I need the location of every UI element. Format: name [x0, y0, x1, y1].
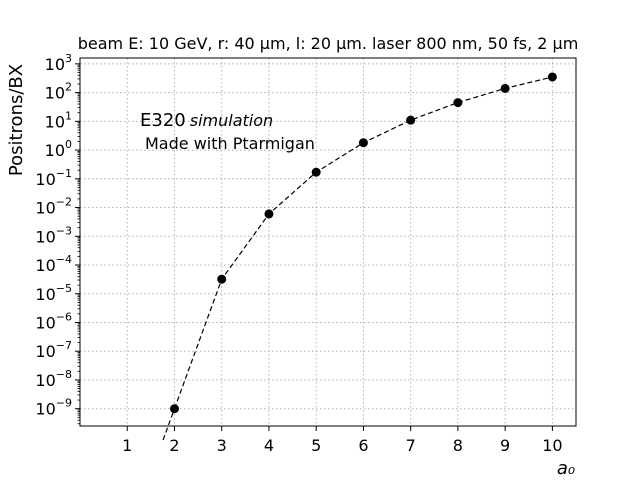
annotation-e320: E320 simulation: [140, 110, 273, 131]
y-tick-label: 10−1: [35, 167, 72, 189]
annotation-made-with: Made with Ptarmigan: [145, 134, 315, 153]
y-tick-label: 100: [45, 138, 72, 160]
y-tick-label: 10−7: [35, 339, 72, 361]
y-tick-label: 10−8: [35, 368, 72, 390]
series-line-extension: [162, 408, 176, 441]
grid: [80, 58, 576, 426]
y-axis-label: Positrons/BX: [6, 64, 27, 176]
x-tick-label: 8: [453, 436, 463, 455]
data-point: [217, 274, 227, 284]
y-tick-label: 10−5: [35, 282, 72, 304]
x-tick-label: 9: [500, 436, 510, 455]
series: [162, 72, 557, 441]
annotation-italic: simulation: [190, 111, 273, 130]
y-tick-label: 10−9: [35, 397, 72, 419]
y-tick-label: 102: [45, 81, 72, 103]
x-tick-label: 7: [406, 436, 416, 455]
x-axis-label: a₀: [557, 458, 575, 479]
data-point: [406, 115, 416, 125]
data-point: [264, 209, 274, 219]
y-tick-label: 103: [45, 52, 72, 74]
x-tick-label: 2: [169, 436, 179, 455]
x-tick-label: 10: [542, 436, 562, 455]
x-tick-label: 5: [311, 436, 321, 455]
x-tick-label: 4: [264, 436, 274, 455]
y-tick-label: 10−2: [35, 196, 72, 218]
x-tick-label: 1: [122, 436, 132, 455]
axis-ticks: 1 2 3 4 5 6 7 8 9 10 10−9 10−8 10−7 10−6 10−5 10−4 10−3 1…: [35, 52, 562, 455]
x-tick-label: 3: [217, 436, 227, 455]
y-tick-label: 10−6: [35, 310, 72, 332]
annotation-main: E320: [140, 110, 186, 131]
y-tick-label: 101: [45, 109, 72, 131]
data-point: [453, 98, 463, 108]
y-tick-label: 10−3: [35, 224, 72, 246]
plot-frame: [79, 57, 577, 427]
data-point: [169, 404, 179, 414]
chart-title: beam E: 10 GeV, r: 40 μm, l: 20 μm. lase…: [78, 34, 579, 53]
y-tick-label: 10−4: [35, 253, 72, 275]
data-point: [358, 138, 368, 148]
x-tick-label: 6: [358, 436, 368, 455]
data-point: [547, 72, 557, 82]
data-point: [311, 167, 321, 177]
data-point: [500, 83, 510, 93]
